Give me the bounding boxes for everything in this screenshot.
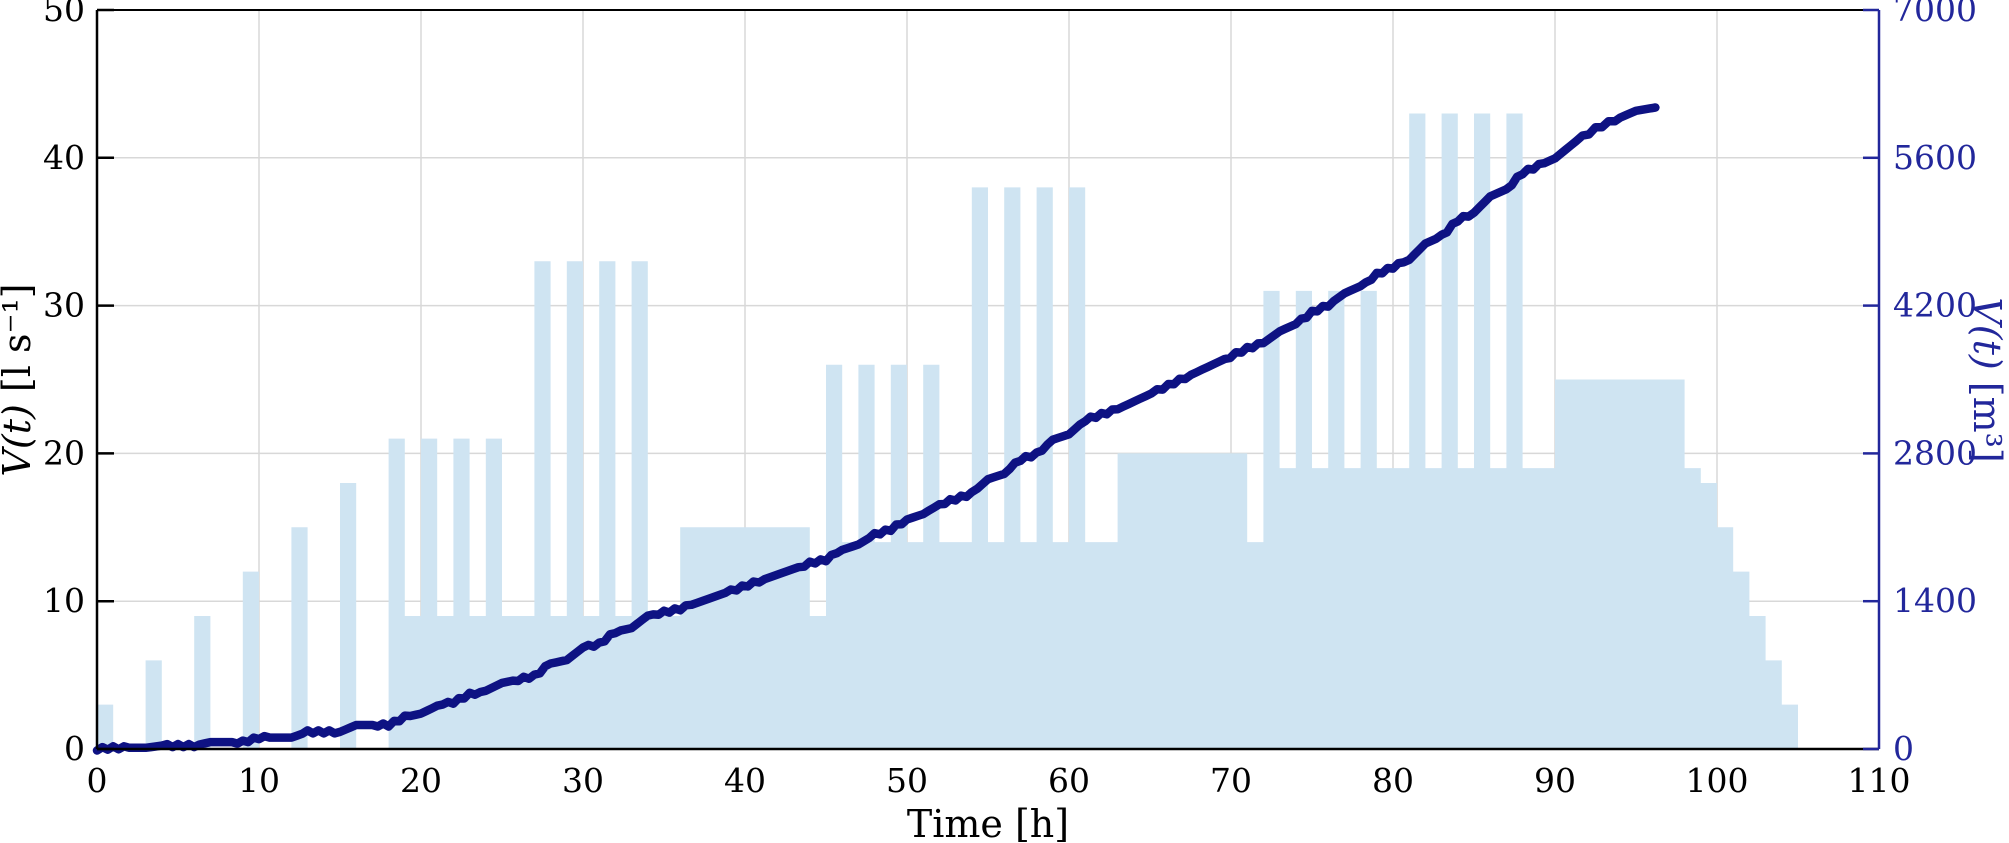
svg-text:100: 100 bbox=[1686, 761, 1749, 800]
flow-rate-area bbox=[97, 113, 1798, 749]
svg-text:10: 10 bbox=[238, 761, 280, 800]
svg-text:0: 0 bbox=[64, 729, 85, 768]
svg-text:1400: 1400 bbox=[1893, 581, 1977, 620]
svg-text:40: 40 bbox=[43, 138, 85, 177]
svg-text:110: 110 bbox=[1848, 761, 1911, 800]
svg-text:40: 40 bbox=[724, 761, 766, 800]
svg-text:50: 50 bbox=[43, 0, 85, 29]
cumulative-volume-line bbox=[92, 103, 1660, 755]
svg-text:0: 0 bbox=[87, 761, 108, 800]
y-left-title-variable: V̇(t) bbox=[0, 404, 39, 476]
axis-ticks bbox=[97, 8, 1879, 751]
svg-text:20: 20 bbox=[43, 433, 85, 472]
x-axis-title: Time [h] bbox=[907, 802, 1069, 843]
svg-text:2800: 2800 bbox=[1893, 433, 1977, 472]
svg-text:90: 90 bbox=[1534, 761, 1576, 800]
svg-text:5600: 5600 bbox=[1893, 138, 1977, 177]
y-right-title-variable: V(t) bbox=[1965, 297, 2009, 369]
svg-text:80: 80 bbox=[1372, 761, 1414, 800]
svg-text:0: 0 bbox=[1893, 729, 1914, 768]
tick-labels: 0 10 20 30 40 50 60 70 80 90 100 110010203040500140… bbox=[43, 0, 1977, 800]
svg-text:4200: 4200 bbox=[1893, 286, 1977, 325]
svg-text:70: 70 bbox=[1210, 761, 1252, 800]
y-left-axis-title: V̇(t) [l s⁻¹] bbox=[0, 283, 39, 476]
axis-frame bbox=[95, 9, 1881, 751]
svg-text:50: 50 bbox=[886, 761, 928, 800]
y-right-axis-title: V(t) [m³] bbox=[1965, 297, 2009, 462]
svg-text:20: 20 bbox=[400, 761, 442, 800]
y-left-title-unit: [l s⁻¹] bbox=[0, 283, 39, 404]
svg-text:10: 10 bbox=[43, 581, 85, 620]
svg-text:60: 60 bbox=[1048, 761, 1090, 800]
y-right-title-unit: [m³] bbox=[1965, 370, 2009, 463]
svg-text:30: 30 bbox=[562, 761, 604, 800]
svg-text:30: 30 bbox=[43, 286, 85, 325]
svg-text:7000: 7000 bbox=[1893, 0, 1977, 29]
